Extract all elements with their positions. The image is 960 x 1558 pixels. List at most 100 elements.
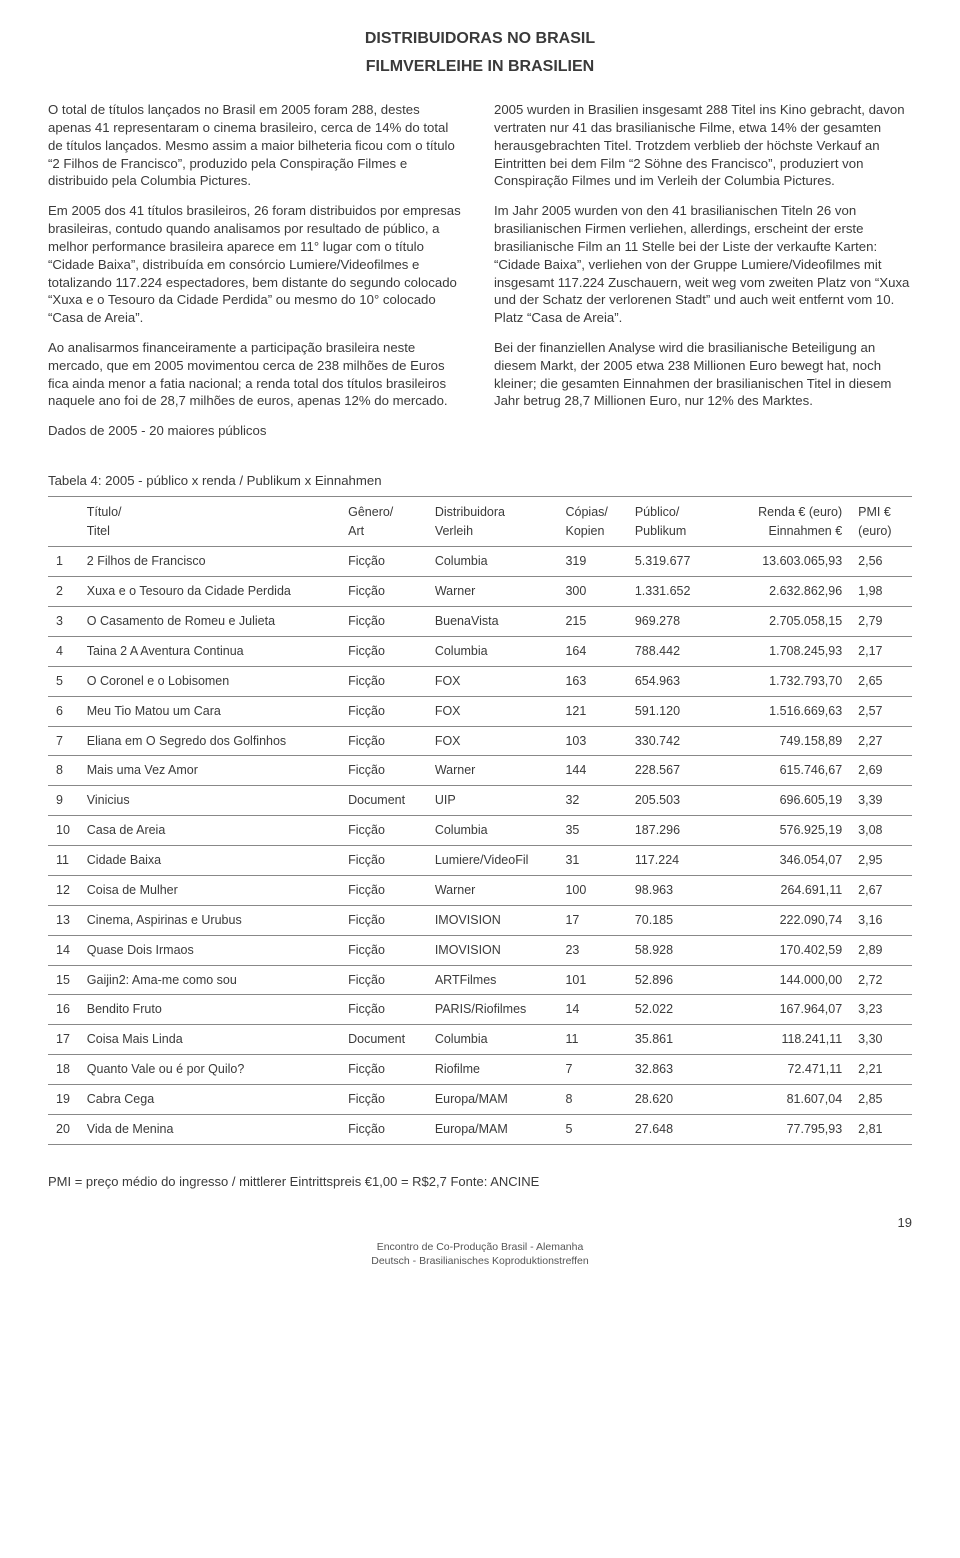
cell-dist: Warner bbox=[427, 875, 558, 905]
cell-genre: Ficção bbox=[340, 1114, 427, 1144]
page-footer: 19 bbox=[48, 1214, 912, 1232]
cell-title: Coisa de Mulher bbox=[79, 875, 340, 905]
cell-public: 788.442 bbox=[627, 636, 720, 666]
table-row: 15Gaijin2: Ama-me como souFicçãoARTFilme… bbox=[48, 965, 912, 995]
cell-genre: Ficção bbox=[340, 846, 427, 876]
cell-idx: 12 bbox=[48, 875, 79, 905]
left-para: O total de títulos lançados no Brasil em… bbox=[48, 101, 466, 190]
cell-title: Taina 2 A Aventura Continua bbox=[79, 636, 340, 666]
cell-genre: Ficção bbox=[340, 965, 427, 995]
table-row: 14Quase Dois IrmaosFicçãoIMOVISION2358.9… bbox=[48, 935, 912, 965]
cell-public: 70.185 bbox=[627, 905, 720, 935]
cell-title: Coisa Mais Linda bbox=[79, 1025, 340, 1055]
cell-idx: 13 bbox=[48, 905, 79, 935]
cell-public: 117.224 bbox=[627, 846, 720, 876]
cell-pmi: 2,89 bbox=[850, 935, 912, 965]
cell-public: 1.331.652 bbox=[627, 577, 720, 607]
cell-copies: 319 bbox=[557, 547, 626, 577]
cell-revenue: 749.158,89 bbox=[720, 726, 851, 756]
cell-public: 35.861 bbox=[627, 1025, 720, 1055]
table-row: 7Eliana em O Segredo dos GolfinhosFicção… bbox=[48, 726, 912, 756]
cell-public: 98.963 bbox=[627, 875, 720, 905]
cell-dist: BuenaVista bbox=[427, 607, 558, 637]
cell-public: 228.567 bbox=[627, 756, 720, 786]
cell-idx: 19 bbox=[48, 1085, 79, 1115]
footer-center: Encontro de Co-Produção Brasil - Alemanh… bbox=[48, 1240, 912, 1268]
cell-genre: Ficção bbox=[340, 756, 427, 786]
table-row: 2Xuxa e o Tesouro da Cidade PerdidaFicçã… bbox=[48, 577, 912, 607]
cell-title: Cabra Cega bbox=[79, 1085, 340, 1115]
cell-dist: Columbia bbox=[427, 547, 558, 577]
right-column: 2005 wurden in Brasilien insgesamt 288 T… bbox=[494, 101, 912, 452]
cell-copies: 300 bbox=[557, 577, 626, 607]
cell-pmi: 2,69 bbox=[850, 756, 912, 786]
cell-title: Meu Tio Matou um Cara bbox=[79, 696, 340, 726]
cell-idx: 9 bbox=[48, 786, 79, 816]
table-row: 16Bendito FrutoFicçãoPARIS/Riofilmes1452… bbox=[48, 995, 912, 1025]
cell-idx: 17 bbox=[48, 1025, 79, 1055]
page-number: 19 bbox=[898, 1214, 912, 1232]
cell-copies: 14 bbox=[557, 995, 626, 1025]
cell-title: O Casamento de Romeu e Julieta bbox=[79, 607, 340, 637]
body-columns: O total de títulos lançados no Brasil em… bbox=[48, 101, 912, 452]
cell-pmi: 2,81 bbox=[850, 1114, 912, 1144]
cell-dist: Europa/MAM bbox=[427, 1114, 558, 1144]
table-row: 4Taina 2 A Aventura ContinuaFicçãoColumb… bbox=[48, 636, 912, 666]
cell-revenue: 167.964,07 bbox=[720, 995, 851, 1025]
cell-copies: 215 bbox=[557, 607, 626, 637]
cell-revenue: 222.090,74 bbox=[720, 905, 851, 935]
cell-genre: Ficção bbox=[340, 577, 427, 607]
cell-title: Vida de Menina bbox=[79, 1114, 340, 1144]
cell-title: O Coronel e o Lobisomen bbox=[79, 666, 340, 696]
cell-dist: Columbia bbox=[427, 636, 558, 666]
cell-public: 52.022 bbox=[627, 995, 720, 1025]
cell-genre: Ficção bbox=[340, 1055, 427, 1085]
cell-pmi: 2,21 bbox=[850, 1055, 912, 1085]
footer-line2: Deutsch - Brasilianisches Koproduktionst… bbox=[48, 1254, 912, 1268]
table-row: 20Vida de MeninaFicçãoEuropa/MAM527.6487… bbox=[48, 1114, 912, 1144]
cell-copies: 101 bbox=[557, 965, 626, 995]
cell-revenue: 2.705.058,15 bbox=[720, 607, 851, 637]
cell-idx: 20 bbox=[48, 1114, 79, 1144]
table-row: 9ViniciusDocumentUIP32205.503696.605,193… bbox=[48, 786, 912, 816]
cell-pmi: 2,95 bbox=[850, 846, 912, 876]
cell-idx: 6 bbox=[48, 696, 79, 726]
cell-pmi: 2,17 bbox=[850, 636, 912, 666]
cell-pmi: 2,67 bbox=[850, 875, 912, 905]
cell-idx: 10 bbox=[48, 816, 79, 846]
cell-pmi: 3,30 bbox=[850, 1025, 912, 1055]
cell-dist: ARTFilmes bbox=[427, 965, 558, 995]
cell-genre: Ficção bbox=[340, 905, 427, 935]
right-para: Bei der finanziellen Analyse wird die br… bbox=[494, 339, 912, 410]
cell-genre: Ficção bbox=[340, 816, 427, 846]
cell-public: 330.742 bbox=[627, 726, 720, 756]
cell-revenue: 118.241,11 bbox=[720, 1025, 851, 1055]
cell-revenue: 2.632.862,96 bbox=[720, 577, 851, 607]
cell-dist: Warner bbox=[427, 577, 558, 607]
left-para: Em 2005 dos 41 títulos brasileiros, 26 f… bbox=[48, 202, 466, 327]
cell-idx: 18 bbox=[48, 1055, 79, 1085]
table-row: 6Meu Tio Matou um CaraFicçãoFOX121591.12… bbox=[48, 696, 912, 726]
cell-revenue: 72.471,11 bbox=[720, 1055, 851, 1085]
cell-dist: FOX bbox=[427, 666, 558, 696]
cell-copies: 164 bbox=[557, 636, 626, 666]
cell-revenue: 1.708.245,93 bbox=[720, 636, 851, 666]
cell-copies: 31 bbox=[557, 846, 626, 876]
cell-genre: Document bbox=[340, 1025, 427, 1055]
cell-copies: 23 bbox=[557, 935, 626, 965]
cell-genre: Ficção bbox=[340, 726, 427, 756]
cell-genre: Ficção bbox=[340, 1085, 427, 1115]
table-row: 13Cinema, Aspirinas e UrubusFicçãoIMOVIS… bbox=[48, 905, 912, 935]
cell-copies: 103 bbox=[557, 726, 626, 756]
cell-revenue: 346.054,07 bbox=[720, 846, 851, 876]
cell-dist: Warner bbox=[427, 756, 558, 786]
th-genre: Gênero/Art bbox=[340, 496, 427, 547]
right-para: Im Jahr 2005 wurden von den 41 brasilian… bbox=[494, 202, 912, 327]
cell-revenue: 13.603.065,93 bbox=[720, 547, 851, 577]
table-row: 11Cidade BaixaFicçãoLumiere/VideoFil3111… bbox=[48, 846, 912, 876]
cell-public: 28.620 bbox=[627, 1085, 720, 1115]
cell-dist: FOX bbox=[427, 726, 558, 756]
cell-title: 2 Filhos de Francisco bbox=[79, 547, 340, 577]
cell-idx: 14 bbox=[48, 935, 79, 965]
cell-title: Quase Dois Irmaos bbox=[79, 935, 340, 965]
